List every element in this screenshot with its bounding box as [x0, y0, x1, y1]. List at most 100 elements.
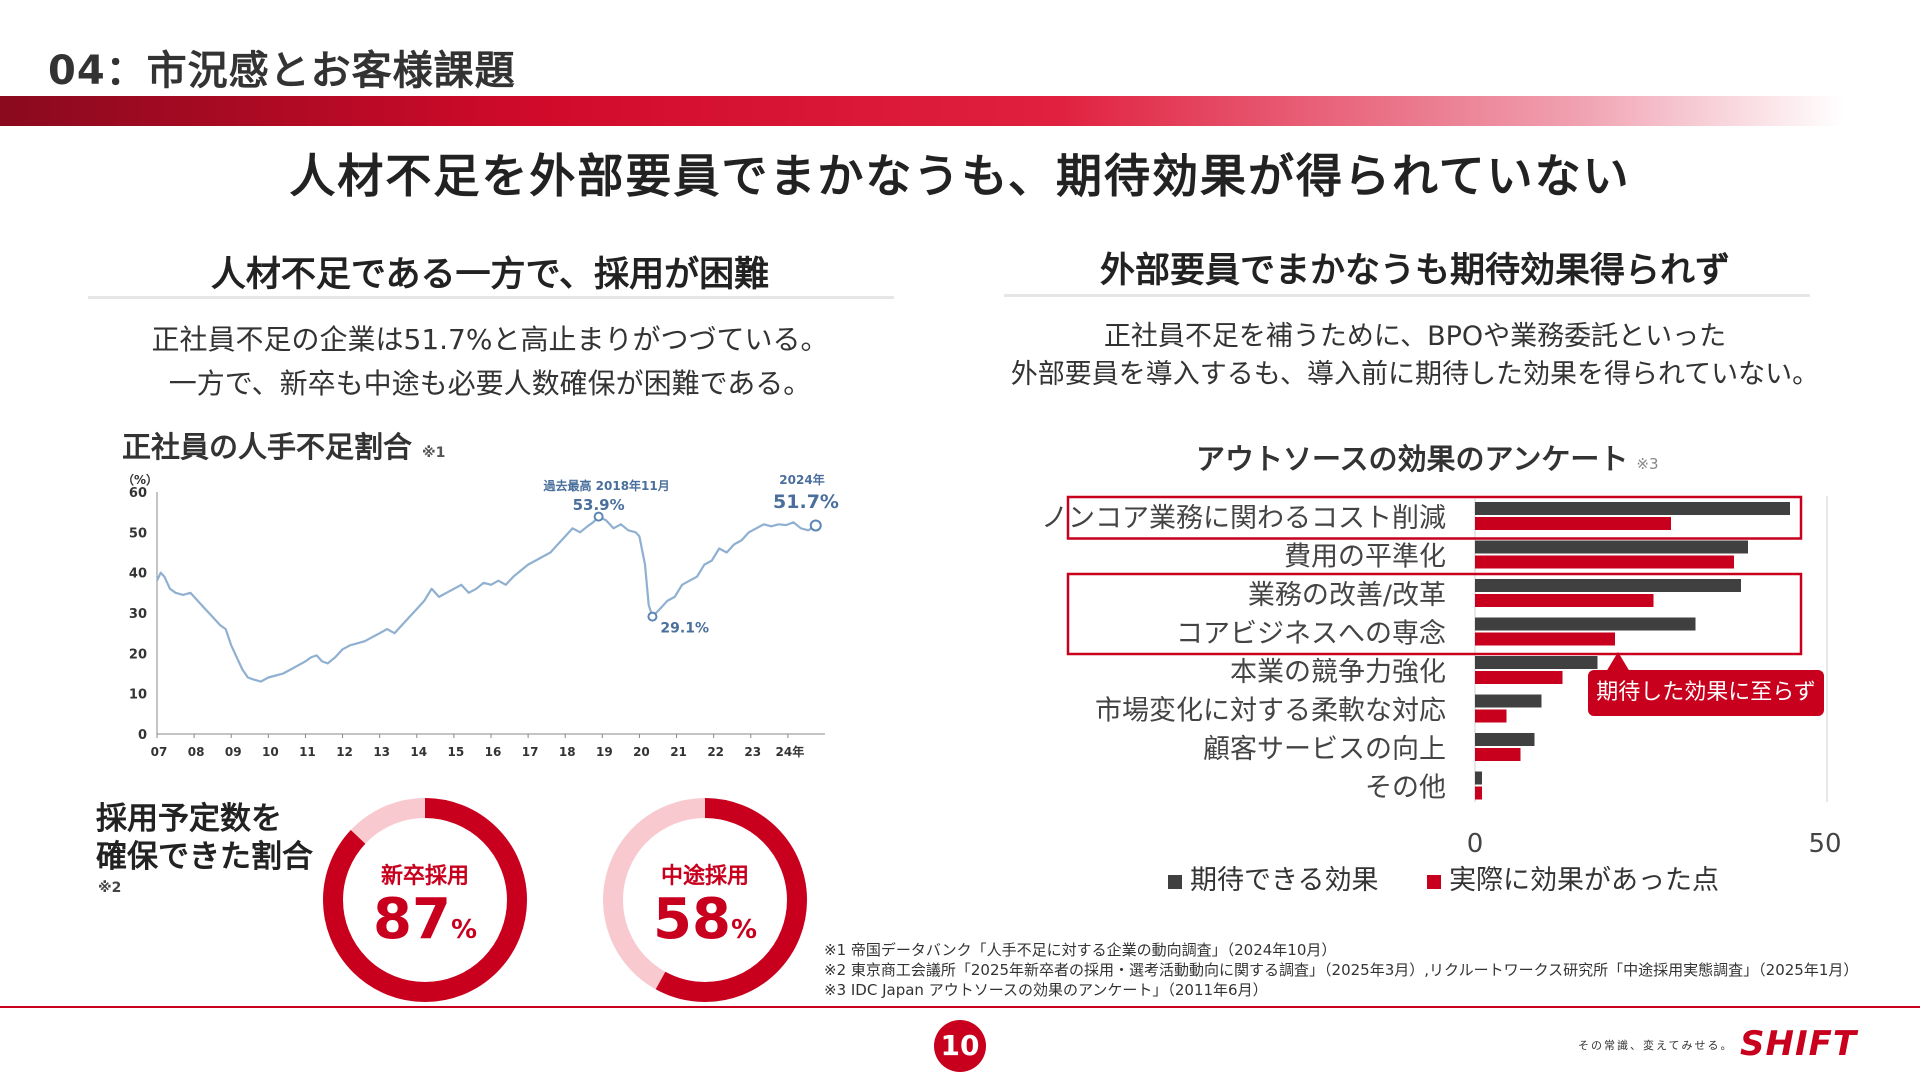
right-desc-line1: 正社員不足を補うために、BPOや業務委託といった — [1103, 321, 1727, 352]
bar-actual — [1475, 594, 1654, 607]
right-desc-line2: 外部要員を導入するも、導入前に期待した効果を得られていない。 — [1010, 359, 1820, 390]
line-annot-trough-value: 29.1% — [660, 621, 709, 637]
bar-actual — [1475, 517, 1671, 530]
bar-actual — [1475, 786, 1482, 800]
legend-swatch-dark — [1168, 874, 1182, 889]
bar-category-label: 費用の平準化 — [1284, 542, 1446, 573]
left-description: 正社員不足の企業は51.7%と高止まりがつづている。 一方で、新卒も中途も必要人… — [90, 318, 890, 406]
bar-legend: 期待できる効果 実際に効果があった点 — [1168, 858, 1759, 897]
bar-category-label: 市場変化に対する柔軟な対応 — [1095, 696, 1446, 727]
line-x-tick: 16 — [485, 745, 502, 759]
donut-value-arc-2 — [603, 798, 807, 1002]
line-annot-peak-label: 過去最高 2018年11月 — [542, 478, 669, 493]
slide-headline: 人材不足を外部要員でまかなうも、期待効果が得られていない — [289, 149, 1631, 203]
line-x-tick: 10 — [262, 745, 279, 759]
bar-actual — [1475, 555, 1734, 569]
legend-actual: 実際に効果があった点 — [1427, 865, 1719, 896]
bar-expected — [1475, 617, 1696, 631]
line-y-tick: 20 — [129, 647, 147, 662]
footnote-3: ※3 IDC Japan アウトソースの効果のアンケート」（2011年6月） — [824, 981, 1268, 999]
line-annot-latest-value: 51.7% — [773, 491, 839, 513]
line-series-shortage — [156, 515, 817, 683]
line-y-tick: 10 — [129, 688, 147, 703]
bar-expected — [1475, 694, 1542, 708]
line-x-tick: 19 — [596, 745, 613, 759]
donut-value-arc-1 — [323, 798, 527, 1002]
line-x-tick: 13 — [373, 745, 390, 759]
line-x-tick: 24年 — [776, 744, 805, 759]
line-x-tick: 21 — [670, 745, 687, 759]
bar-highlight-box-2 — [1066, 572, 1803, 656]
tagline: その常識、変えてみせる。 — [1578, 1039, 1734, 1052]
line-x-tick: 22 — [707, 745, 724, 759]
line-x-tick: 23 — [744, 745, 761, 759]
line-chart-title: 正社員の人手不足割合 ※1 — [122, 430, 446, 464]
callout-tail — [1606, 652, 1630, 672]
line-y-tick: 0 — [138, 728, 147, 743]
right-sub-heading: 外部要員でまかなうも期待効果得られず — [1099, 251, 1730, 291]
bar-actual — [1475, 709, 1507, 723]
bar-expected — [1475, 771, 1482, 785]
line-y-tick: 50 — [129, 526, 147, 541]
line-y-unit: （%） — [122, 472, 158, 487]
section-title: 04：市況感とお客様課題 — [48, 48, 516, 94]
bar-category-label: コアビジネスへの専念 — [1176, 619, 1446, 650]
bar-expected — [1475, 579, 1741, 592]
line-x-tick: 07 — [151, 745, 168, 759]
bar-actual — [1475, 748, 1521, 761]
line-chart-note: ※1 — [422, 445, 446, 461]
left-sub-heading: 人材不足である一方で、採用が困難 — [210, 255, 770, 295]
bar-category-label: ノンコア業務に関わるコスト削減 — [1041, 503, 1446, 534]
line-x-tick: 17 — [522, 745, 539, 759]
recruit-title: 採用予定数を 確保できた割合 — [96, 801, 313, 875]
line-y-tick: 30 — [129, 607, 147, 622]
line-x-tick: 14 — [410, 745, 427, 759]
bar-category-label: 顧客サービスの向上 — [1203, 734, 1446, 765]
legend-expected: 期待できる効果 — [1168, 865, 1378, 896]
title-gradient-bar — [0, 96, 1920, 126]
donut-mid-career-label: 中途採用 58% — [653, 864, 757, 952]
line-x-tick: 20 — [633, 745, 650, 759]
bar-chart-title: アウトソースの効果のアンケート ※3 — [1196, 442, 1659, 476]
callout-not-achieved: 期待した効果に至らず — [1588, 670, 1824, 716]
footer-rule — [0, 1006, 1920, 1008]
line-y-tick: 40 — [129, 567, 147, 582]
bar-category-label: 本業の競争力強化 — [1230, 657, 1446, 688]
bar-expected — [1475, 656, 1598, 669]
donut-new-grad-label: 新卒採用 87% — [373, 864, 477, 952]
shift-logo: SHIFT — [1740, 1024, 1858, 1064]
line-y-tick: 60 — [129, 486, 147, 501]
line-x-tick: 18 — [559, 745, 576, 759]
line-point-latest — [809, 519, 822, 532]
left-desc-line2: 一方で、新卒も中途も必要人数確保が困難である。 — [168, 367, 812, 400]
bar-actual — [1475, 671, 1563, 684]
line-point-peak — [593, 511, 604, 522]
bar-expected — [1475, 540, 1748, 554]
bar-category-label: 業務の改善/改革 — [1248, 580, 1446, 611]
left-desc-line1: 正社員不足の企業は51.7%と高止まりがつづている。 — [151, 323, 829, 356]
footnote-2: ※2 東京商工会議所「2025年新卒者の採用・選考活動動向に関する調査」（202… — [824, 961, 1859, 979]
legend-swatch-red — [1427, 874, 1442, 889]
line-x-tick: 09 — [225, 745, 242, 759]
right-divider — [1004, 294, 1810, 297]
bar-expected — [1475, 733, 1535, 746]
right-description: 正社員不足を補うために、BPOや業務委託といった 外部要員を導入するも、導入前に… — [980, 318, 1850, 394]
bar-highlight-box-1 — [1066, 495, 1803, 540]
line-x-tick: 12 — [336, 745, 353, 759]
line-point-trough — [647, 611, 658, 622]
bar-actual — [1475, 632, 1615, 646]
footnote-1: ※1 帝国データバンク「人手不足に対する企業の動向調査」（2024年10月） — [824, 941, 1337, 959]
bar-category-label: その他 — [1365, 773, 1446, 804]
line-x-tick: 08 — [188, 745, 205, 759]
left-divider — [88, 296, 894, 299]
line-annot-latest-label: 2024年 — [779, 472, 824, 487]
footnotes: ※1 帝国データバンク「人手不足に対する企業の動向調査」（2024年10月） ※… — [824, 940, 1858, 1000]
bar-x-tick: 50 — [1808, 829, 1841, 859]
line-x-tick: 11 — [299, 745, 316, 759]
bar-chart-note: ※3 — [1636, 455, 1659, 473]
bar-x-tick: 0 — [1467, 829, 1484, 859]
page-number: 10 — [934, 1020, 986, 1072]
